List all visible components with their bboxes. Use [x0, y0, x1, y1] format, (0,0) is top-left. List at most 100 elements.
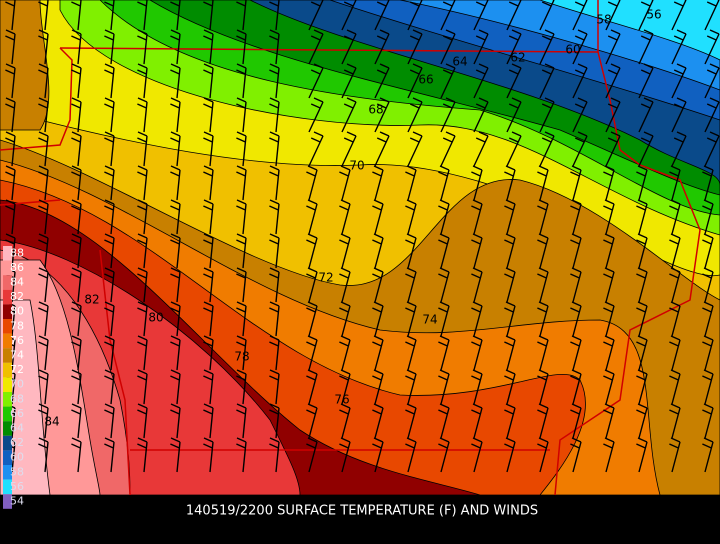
- wind-barb: [438, 437, 450, 473]
- wind-barb: [471, 437, 483, 473]
- wind-barb: [137, 369, 148, 405]
- wind-barb: [372, 301, 384, 337]
- wind-barb: [38, 233, 49, 269]
- wind-barb: [236, 97, 247, 133]
- wind-barb: [38, 369, 49, 405]
- colorbar-label: 68: [10, 392, 24, 405]
- wind-barb: [104, 403, 115, 439]
- wind-barb: [669, 199, 681, 235]
- wind-barb: [236, 233, 247, 269]
- wind-barb: [471, 233, 483, 269]
- colorbar-label: 88: [10, 246, 24, 259]
- wind-barb: [704, 97, 720, 133]
- wind-barb: [71, 97, 82, 133]
- wind-barb: [669, 165, 681, 201]
- colorbar-label: 80: [10, 305, 24, 318]
- contour-label: 56: [646, 8, 661, 22]
- wind-barb: [137, 267, 148, 303]
- wind-barb: [572, 97, 588, 133]
- wind-barb: [71, 165, 82, 201]
- wind-barb: [38, 131, 49, 167]
- wind-barb: [269, 165, 280, 201]
- wind-barb: [341, 29, 357, 65]
- wind-barb: [671, 97, 687, 133]
- wind-barb: [137, 97, 148, 133]
- wind-barb: [506, 0, 522, 31]
- wind-barb: [104, 29, 115, 65]
- wind-barb: [71, 233, 82, 269]
- wind-barb: [636, 267, 648, 303]
- colorbar-swatch: [3, 465, 12, 480]
- colorbar-swatch: [3, 479, 12, 495]
- wind-barb: [104, 267, 115, 303]
- wind-barb: [137, 131, 148, 167]
- wind-barb: [671, 63, 687, 99]
- map-title: 140519/2200 SURFACE TEMPERATURE (F) AND …: [186, 504, 538, 519]
- wind-barb: [5, 199, 16, 235]
- contour-label: 74: [422, 313, 437, 327]
- wind-barb: [170, 165, 181, 201]
- wind-barb: [471, 267, 483, 303]
- wind-barb: [372, 403, 384, 439]
- wind-barb: [306, 403, 318, 439]
- wind-barb: [269, 403, 280, 439]
- wind-barb: [669, 301, 681, 337]
- wind-barb: [374, 63, 390, 99]
- wind-barb: [5, 63, 16, 99]
- wind-barb: [71, 199, 82, 235]
- wind-barb: [702, 369, 714, 405]
- wind-barb: [603, 165, 615, 201]
- wind-barb: [405, 199, 417, 235]
- wind-barb: [570, 199, 582, 235]
- wind-barb: [407, 0, 423, 31]
- colorbar-swatch: [3, 333, 12, 349]
- wind-barb: [473, 97, 489, 133]
- wind-barb: [440, 97, 456, 133]
- wind-barb: [269, 267, 280, 303]
- wind-barb: [372, 437, 384, 473]
- wind-barb: [269, 29, 280, 65]
- wind-barb: [570, 301, 582, 337]
- wind-barb: [104, 199, 115, 235]
- wind-barb: [104, 97, 115, 133]
- contour-label: 62: [510, 51, 525, 65]
- wind-barb: [104, 233, 115, 269]
- wind-barb: [438, 301, 450, 337]
- wind-barb: [372, 199, 384, 235]
- wind-barb: [203, 63, 214, 99]
- wind-barb: [339, 301, 351, 337]
- wind-barb: [374, 97, 390, 133]
- colorbar-swatch: [3, 304, 12, 319]
- colorbar-label: 78: [10, 319, 24, 332]
- colorbar-label: 60: [10, 451, 24, 464]
- wind-barb: [438, 403, 450, 439]
- wind-barb: [170, 131, 181, 167]
- wind-barb: [104, 0, 115, 31]
- colorbar-swatch: [3, 275, 12, 290]
- contour-label: 60: [565, 43, 580, 57]
- wind-barb: [203, 131, 214, 167]
- wind-barb: [71, 335, 82, 371]
- wind-barb: [104, 335, 115, 371]
- wind-barb: [236, 29, 247, 65]
- wind-barb: [236, 335, 247, 371]
- wind-barb: [38, 335, 49, 371]
- wind-barb: [405, 267, 417, 303]
- wind-barb: [603, 403, 615, 439]
- wind-barb: [605, 29, 621, 65]
- wind-barb: [636, 437, 648, 473]
- wind-barb: [269, 233, 280, 269]
- colorbar-swatch: [3, 494, 12, 509]
- wind-barb: [374, 0, 390, 31]
- wind-barb: [5, 233, 16, 269]
- wind-barb: [339, 369, 351, 405]
- wind-barb: [605, 97, 621, 133]
- colorbar-swatch: [3, 289, 12, 305]
- colorbar-label: 72: [10, 363, 24, 376]
- wind-barb: [570, 437, 582, 473]
- colorbar-label: 84: [10, 276, 24, 289]
- contour-label: 64: [452, 55, 467, 69]
- wind-barb: [203, 403, 214, 439]
- wind-barb: [473, 0, 489, 31]
- wind-barb: [170, 403, 181, 439]
